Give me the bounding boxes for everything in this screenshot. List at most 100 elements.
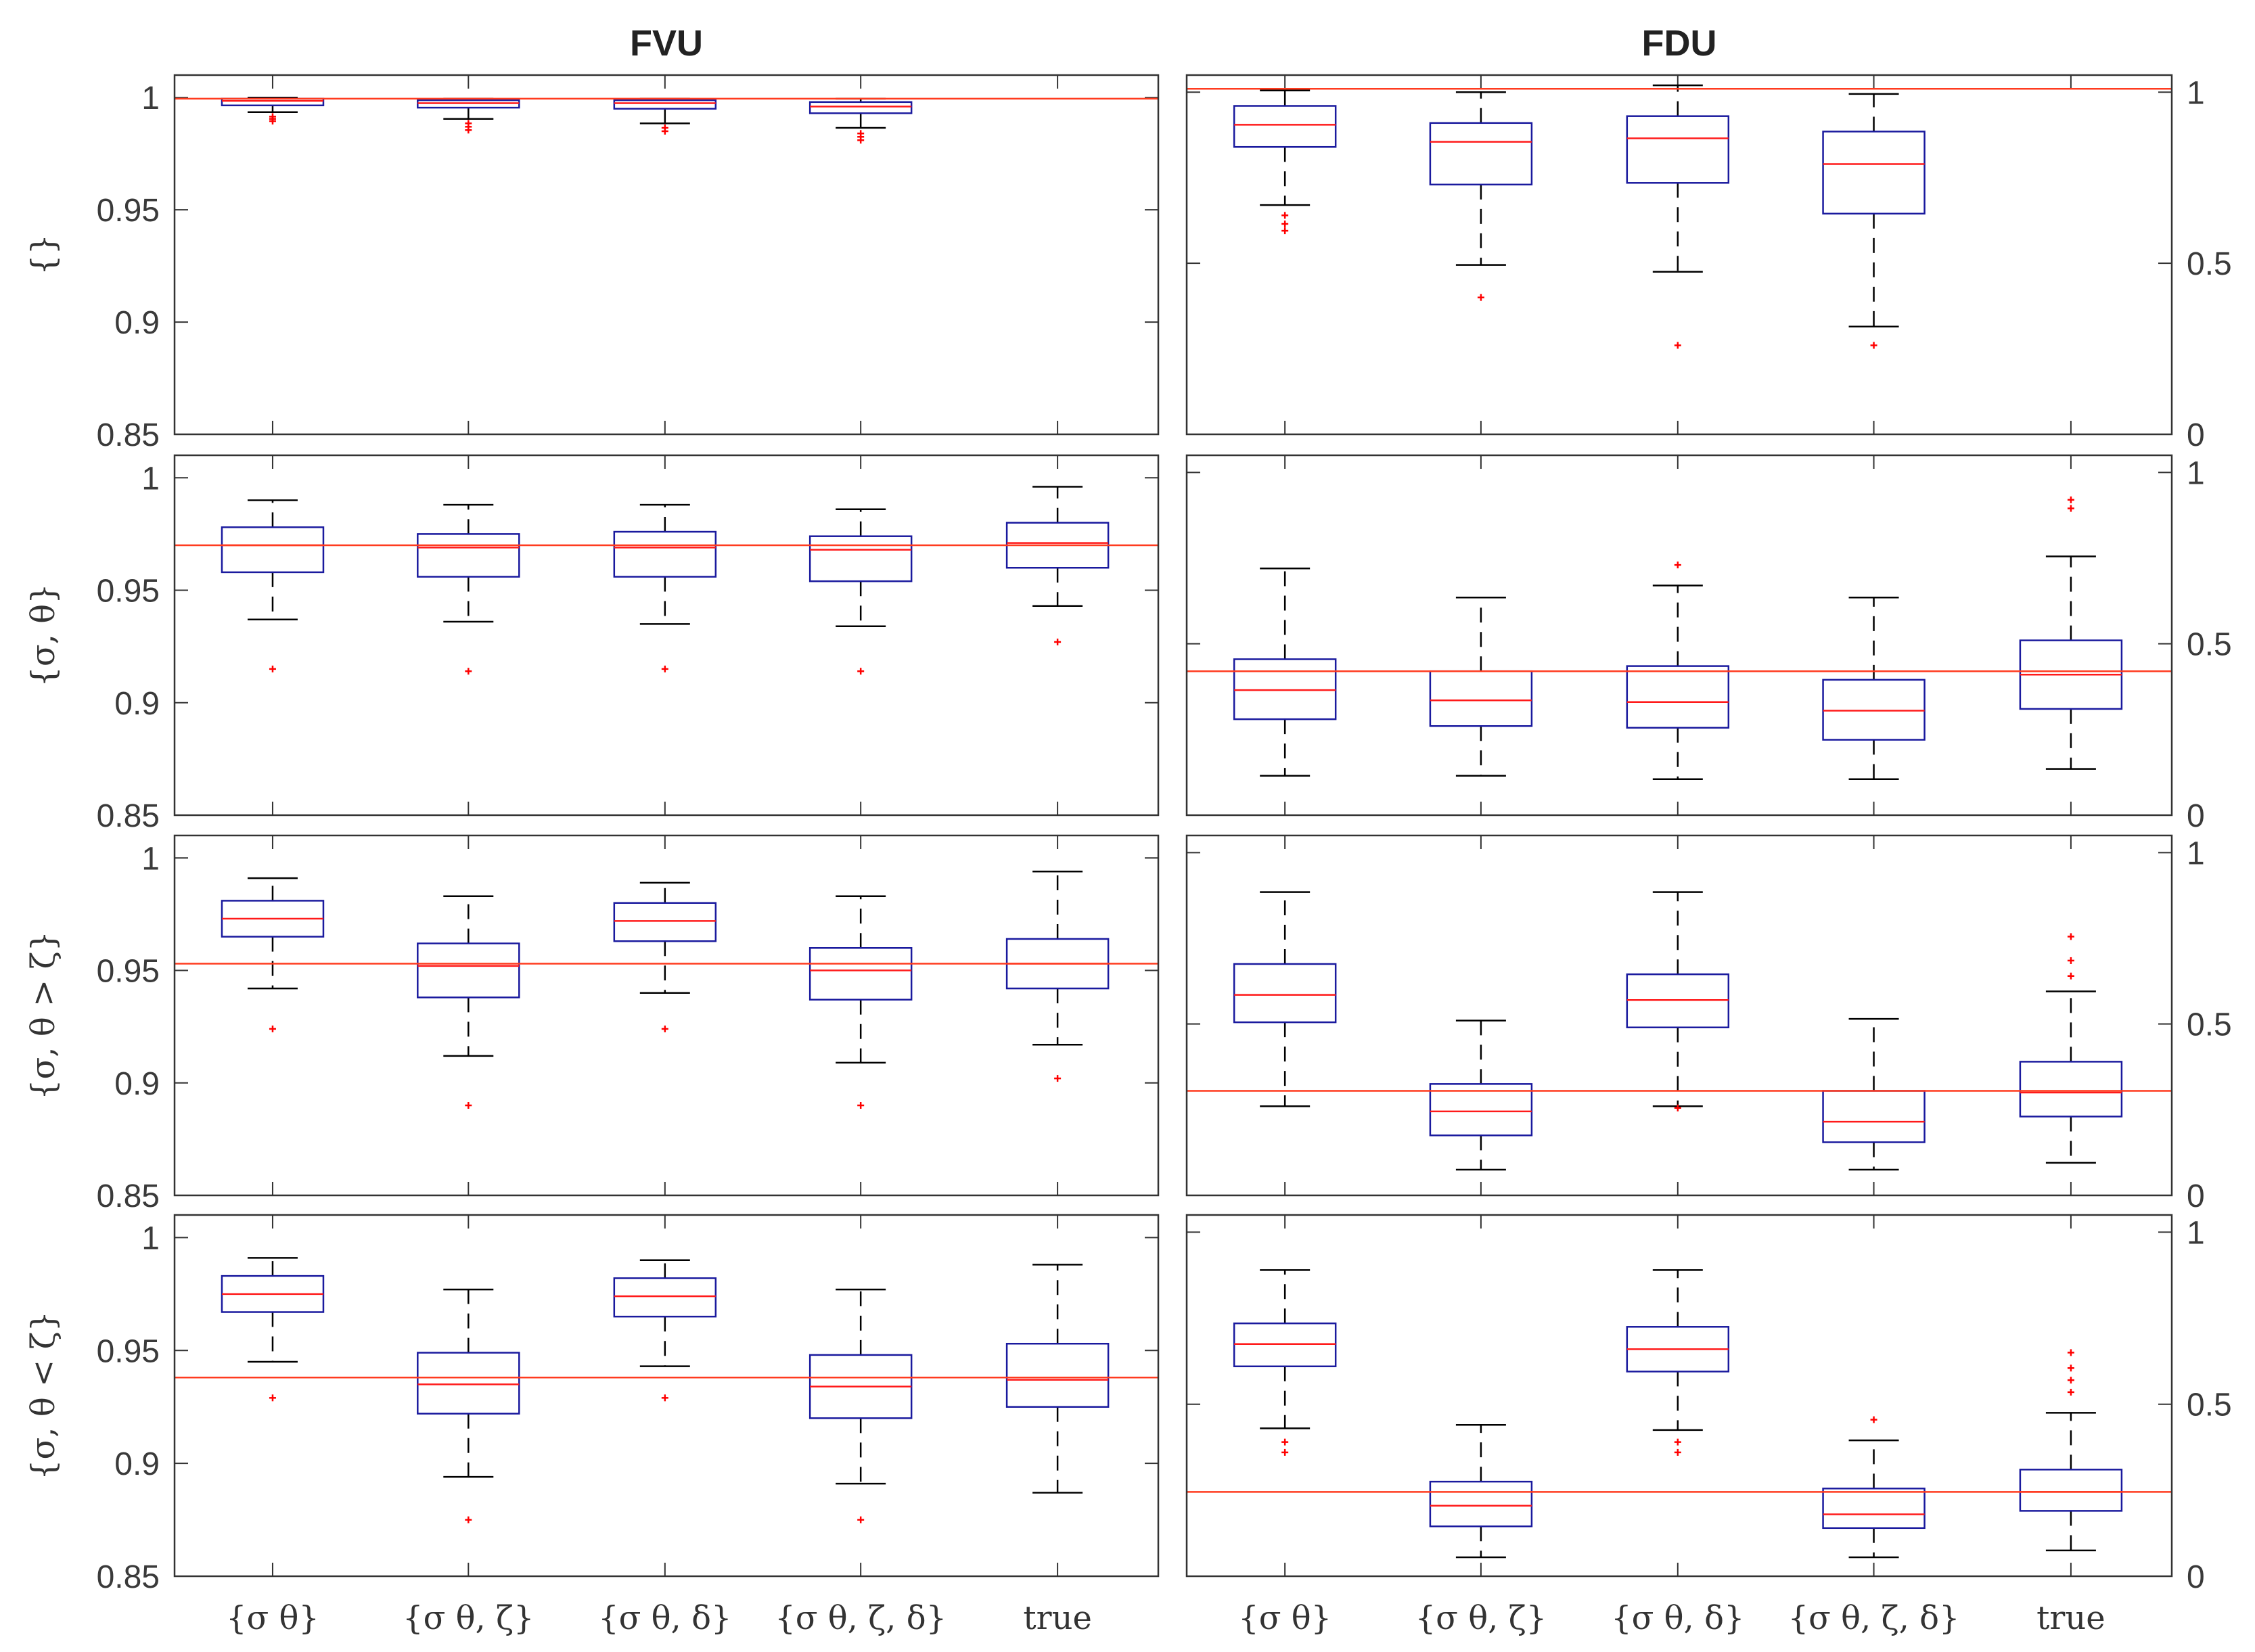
box-1 — [1429, 91, 1533, 301]
panel-fdu-row-0: 00.51 — [1185, 74, 2232, 453]
y-tick-label: 0 — [2187, 798, 2205, 834]
y-tick-label: 1 — [2187, 75, 2205, 111]
box-2 — [1626, 891, 1730, 1111]
outlier-point — [2067, 972, 2074, 980]
outlier-point — [465, 1102, 472, 1109]
outlier-point — [1281, 227, 1289, 235]
box-0 — [221, 877, 325, 1032]
iqr-box — [417, 1352, 520, 1415]
column-title-fvu: FVU — [630, 23, 703, 64]
y-tick-label: 0.85 — [97, 798, 160, 834]
box-0 — [221, 1257, 325, 1402]
y-tick-label: 1 — [141, 81, 160, 116]
category-label-fvu-0: {σ θ} — [226, 1599, 319, 1637]
y-tick-label: 0 — [2187, 417, 2205, 453]
box-1 — [1429, 597, 1533, 777]
outlier-point — [1674, 1104, 1681, 1111]
column-title-fdu: FDU — [1642, 23, 1717, 64]
panel-frame — [173, 834, 1160, 1197]
iqr-box — [1822, 1488, 1926, 1530]
y-tick-label: 1 — [2187, 455, 2205, 491]
outlier-point — [1477, 294, 1484, 301]
outlier-point — [1281, 1448, 1289, 1456]
category-label-fdu-4: true — [2036, 1599, 2105, 1637]
box-2 — [613, 1259, 717, 1402]
box-1 — [1429, 1423, 1533, 1559]
category-label-fvu-4: true — [1023, 1599, 1092, 1637]
box-3 — [1822, 597, 1926, 781]
outlier-point — [465, 668, 472, 675]
y-tick-label: 0.95 — [97, 193, 160, 229]
outlier-point — [1054, 1075, 1062, 1082]
iqr-box — [1233, 1322, 1337, 1368]
box-4 — [2019, 933, 2123, 1164]
y-tick-label: 0.9 — [114, 305, 160, 341]
y-tick-label: 0.9 — [114, 1446, 160, 1482]
outlier-point — [2067, 505, 2074, 512]
outlier-point — [1281, 220, 1289, 227]
box-2 — [613, 503, 717, 672]
panel-fdu-row-2: 00.51 — [1185, 834, 2232, 1214]
category-label-fdu-2: {σ θ, δ} — [1611, 1599, 1744, 1637]
outlier-point — [1870, 342, 1877, 349]
outlier-point — [857, 1516, 865, 1523]
category-label-fdu-3: {σ θ, ζ, δ} — [1788, 1599, 1960, 1637]
y-tick-label: 0.85 — [97, 417, 160, 453]
box-1 — [1429, 1019, 1533, 1171]
y-tick-label: 1 — [2187, 1215, 2205, 1251]
outlier-point — [2067, 957, 2074, 964]
category-label-fdu-0: {σ θ} — [1238, 1599, 1331, 1637]
outlier-point — [465, 1516, 472, 1523]
box-3 — [808, 508, 913, 675]
iqr-box — [808, 947, 913, 1001]
outlier-point — [2067, 496, 2074, 503]
iqr-box — [2019, 1061, 2123, 1118]
iqr-box — [1233, 105, 1337, 148]
iqr-box — [613, 902, 717, 942]
outlier-point — [269, 1025, 276, 1032]
category-label-fdu-1: {σ θ, ζ} — [1415, 1599, 1547, 1637]
iqr-box — [1233, 963, 1337, 1024]
row-label-2: {σ, θ > ζ} — [24, 931, 62, 1100]
iqr-box — [613, 99, 717, 110]
y-tick-label: 1 — [2187, 835, 2205, 871]
box-0 — [221, 96, 325, 125]
iqr-box — [417, 942, 520, 999]
box-0 — [1233, 567, 1337, 777]
outlier-point — [2067, 933, 2074, 940]
box-0 — [1233, 1269, 1337, 1456]
iqr-box — [613, 1277, 717, 1318]
box-2 — [1626, 1269, 1730, 1456]
panel-frame — [1185, 454, 2173, 817]
row-label-1: {σ, θ} — [24, 583, 62, 687]
y-tick-label: 0 — [2187, 1178, 2205, 1214]
iqr-box — [1429, 670, 1533, 727]
panel-frame — [1185, 1214, 2173, 1578]
box-3 — [1822, 1017, 1926, 1171]
box-4 — [2019, 1349, 2123, 1552]
box-4 — [1005, 486, 1110, 645]
panel-frame — [1185, 834, 2173, 1197]
outlier-point — [857, 1102, 865, 1109]
outlier-point — [1674, 342, 1681, 349]
outlier-point — [1674, 561, 1681, 569]
category-label-fvu-1: {σ θ, ζ} — [403, 1599, 534, 1637]
category-label-fvu-3: {σ θ, ζ, δ} — [775, 1599, 947, 1637]
y-tick-label: 0.5 — [2187, 246, 2232, 282]
row-label-3: {σ, θ < ζ} — [24, 1311, 62, 1480]
iqr-box — [1822, 131, 1926, 215]
category-label-fvu-2: {σ θ, δ} — [598, 1599, 731, 1637]
box-1 — [417, 895, 520, 1109]
box-4 — [2019, 496, 2123, 770]
panel-frame — [1185, 74, 2173, 436]
y-tick-label: 0 — [2187, 1559, 2205, 1595]
iqr-box — [1005, 1342, 1110, 1408]
y-tick-label: 0.5 — [2187, 627, 2232, 663]
iqr-box — [1626, 973, 1730, 1028]
outlier-point — [1054, 638, 1062, 645]
iqr-box — [1429, 1083, 1533, 1137]
panel-frame — [173, 74, 1160, 436]
box-3 — [808, 895, 913, 1109]
box-4 — [1005, 870, 1110, 1082]
